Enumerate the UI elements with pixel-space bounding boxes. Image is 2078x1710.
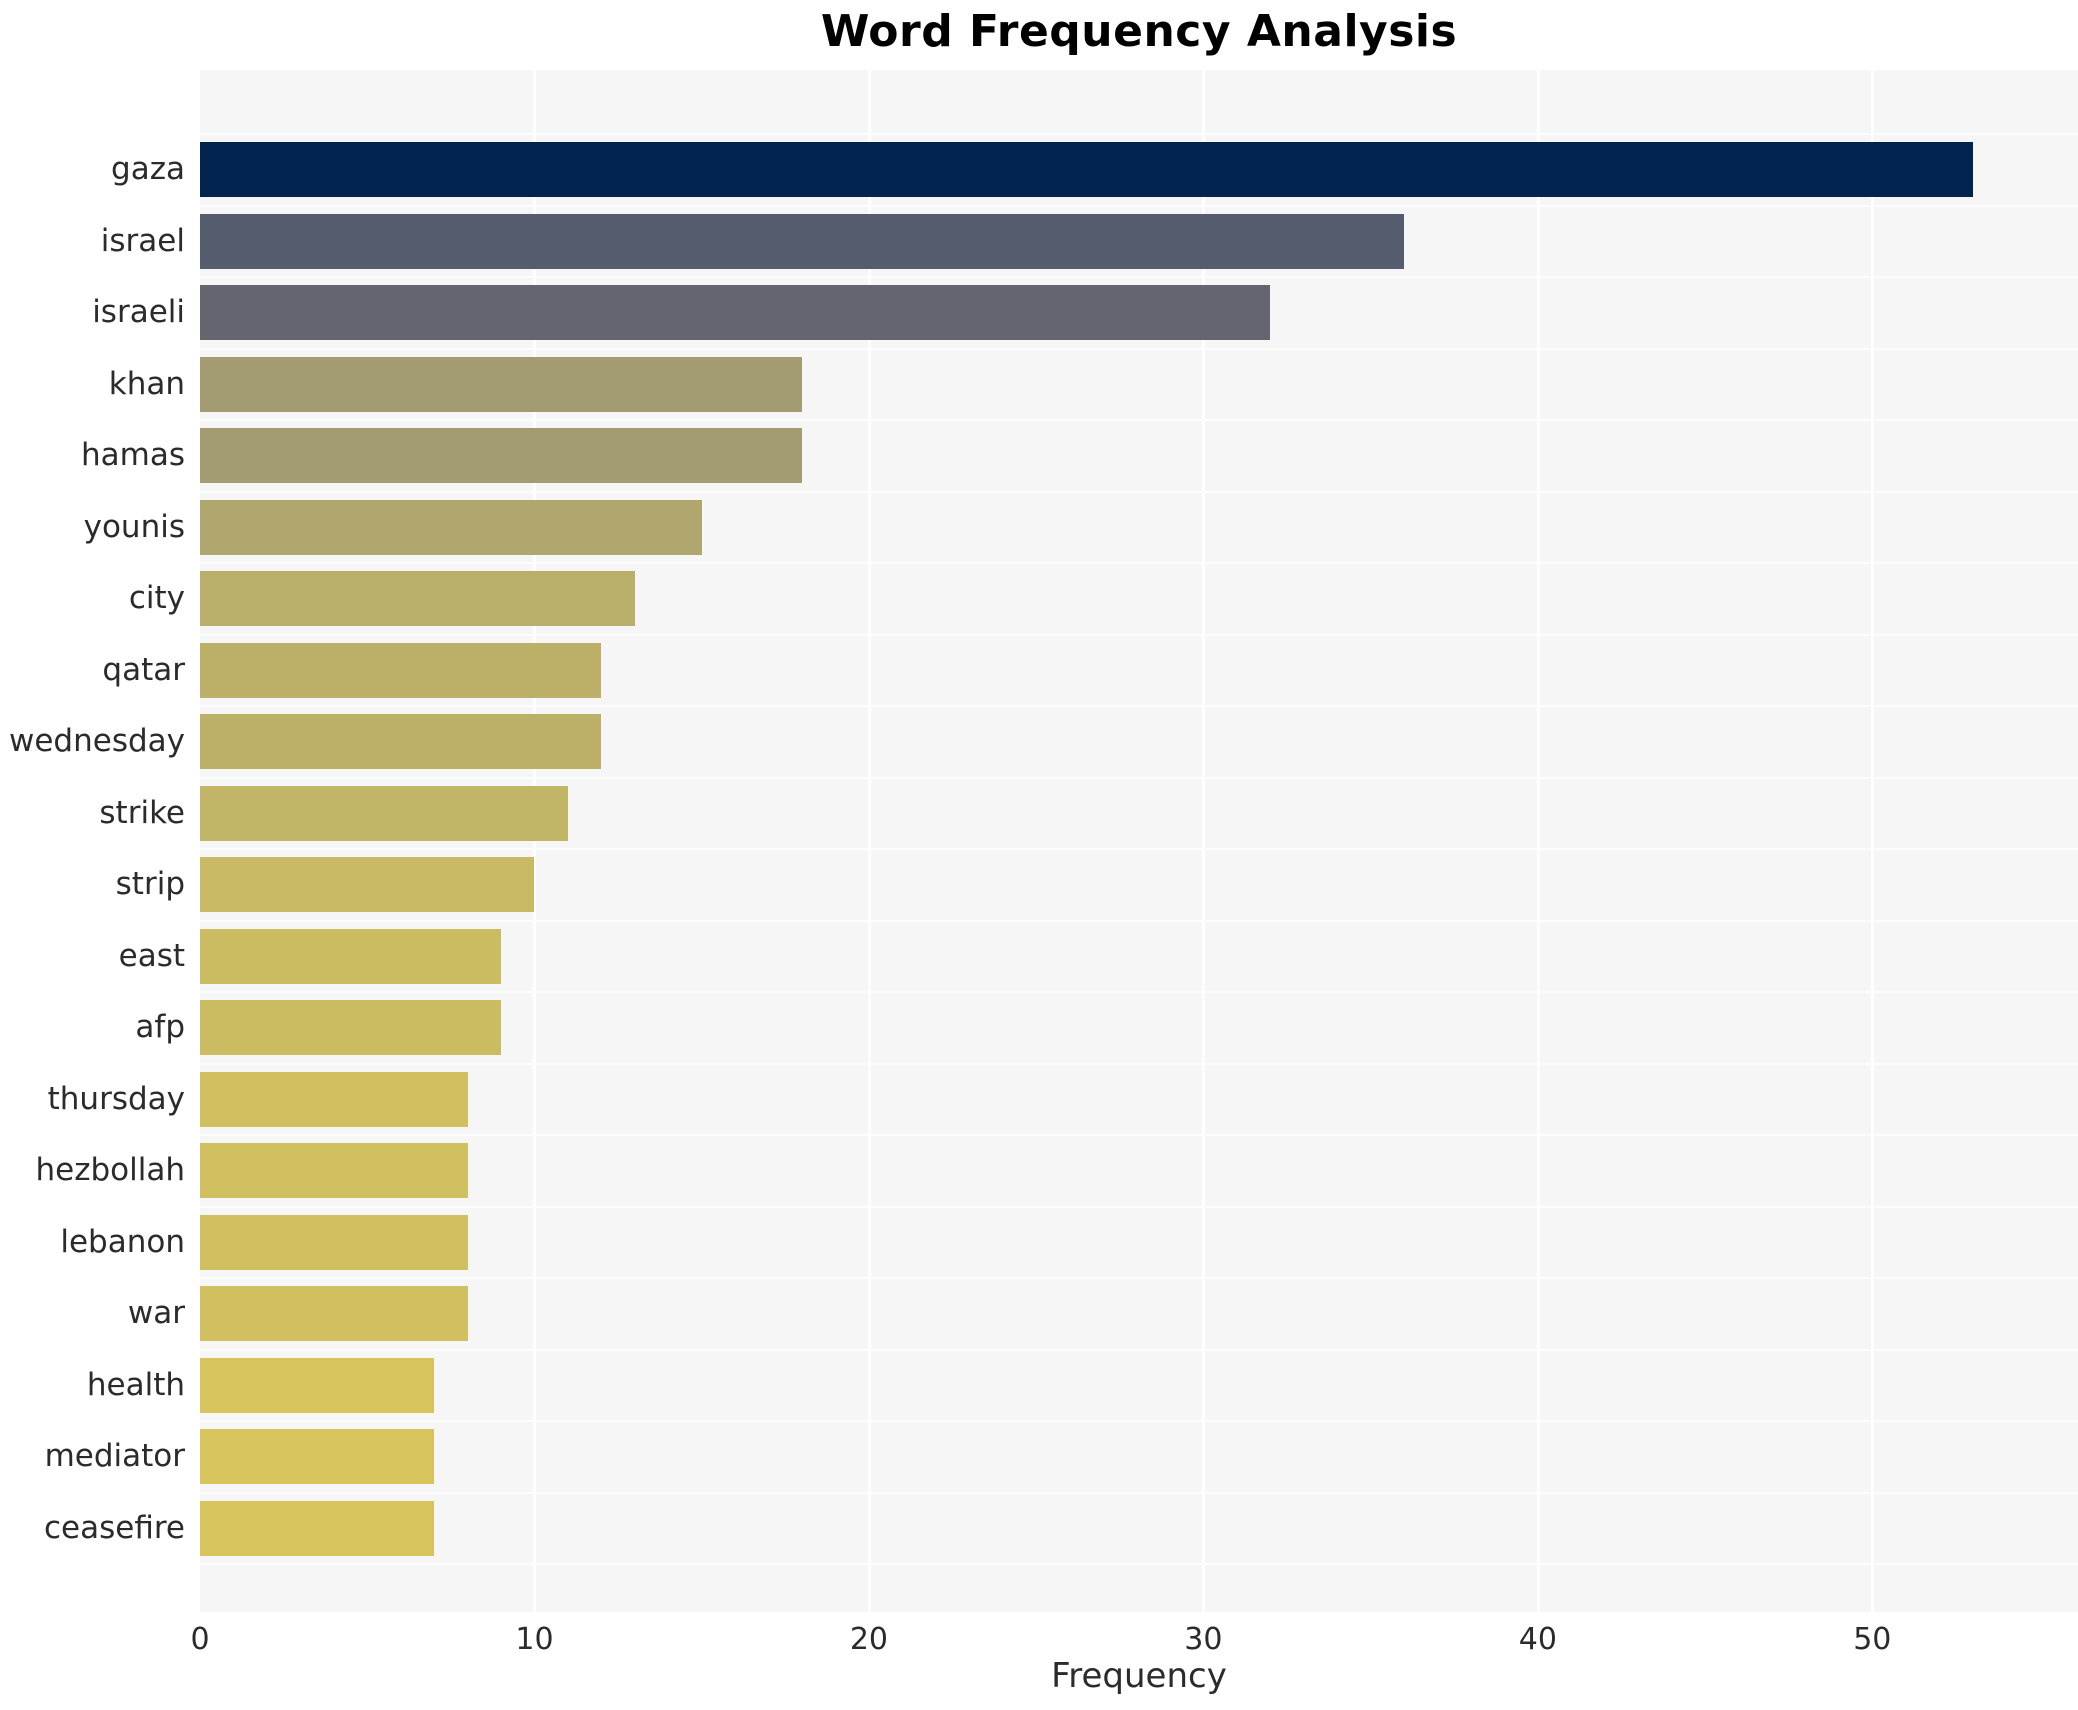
row-boundary-line [200,1348,2078,1351]
bar-strike [200,785,568,841]
row-boundary-line [200,562,2078,564]
row-boundary-line [200,276,2078,278]
bar-israel [200,213,1405,269]
x-tick-20: 20 [849,1622,889,1657]
bar-row-hamas [200,420,2078,492]
x-axis-ticks: 0 10 20 30 40 50 [0,1622,2078,1662]
x-tick-0: 0 [190,1622,210,1657]
bar-gaza [200,142,1973,198]
bar-row-afp [200,992,2078,1064]
y-label-israeli: israeli [92,294,185,330]
bar-row-lebanon [200,1207,2078,1279]
y-label-qatar: qatar [102,651,185,688]
gridline-x-10 [533,70,537,1612]
row-boundary-line [200,991,2078,993]
row-boundary-line [200,633,2078,636]
bar-younis [200,499,702,555]
y-label-ceasefire: ceasefire [44,1509,185,1546]
gridline-x-40 [1536,70,1540,1612]
row-boundary-line [200,1563,2078,1565]
row-boundary-line [200,1491,2078,1494]
bar-war [200,1286,468,1342]
bar-city [200,571,635,627]
y-label-east: east [118,937,185,974]
y-axis-labels: gaza israel israeli khan hamas younis city qata… [0,70,185,1612]
row-boundary-line [200,1420,2078,1422]
row-boundary-line [200,1062,2078,1065]
bar-row-strike [200,778,2078,850]
y-label-war: war [127,1295,185,1331]
row-boundary-line [200,419,2078,421]
bar-afp [200,1000,501,1056]
y-label-afp: afp [135,1009,185,1045]
x-axis-title: Frequency [1051,1656,1227,1696]
chart-title: Word Frequency Analysis [820,6,1458,57]
y-label-strike: strike [99,794,185,831]
plot-area [200,70,2078,1612]
bar-row-qatar [200,635,2078,707]
gridline-x-20 [867,70,871,1612]
bar-mediator [200,1429,435,1485]
bar-lebanon [200,1214,468,1270]
bar-row-younis [200,492,2078,564]
row-boundary-line [200,919,2078,922]
bar-strip [200,857,535,913]
row-boundary-line [200,848,2078,850]
gridline-x-30 [1202,70,1206,1612]
bar-row-war [200,1278,2078,1350]
bar-qatar [200,642,602,698]
y-label-younis: younis [83,508,185,545]
x-tick-50: 50 [1853,1622,1892,1657]
bar-east [200,928,501,984]
bar-row-health [200,1350,2078,1422]
row-boundary-line [200,1205,2078,1208]
y-label-hezbollah: hezbollah [35,1152,185,1188]
bar-row-israeli [200,277,2078,349]
y-label-health: health [86,1366,185,1403]
row-boundary-line [200,133,2078,135]
y-label-hamas: hamas [81,437,185,473]
row-boundary-line [200,204,2078,207]
bar-health [200,1357,435,1413]
x-tick-40: 40 [1518,1622,1557,1657]
bar-row-hezbollah [200,1135,2078,1207]
bar-row-israel [200,206,2078,278]
bar-row-city [200,563,2078,635]
bar-row-mediator [200,1421,2078,1493]
row-boundary-line [200,776,2078,779]
y-label-city: city [128,580,185,616]
y-label-wednesday: wednesday [9,723,185,759]
bar-row-gaza [200,134,2078,206]
y-label-strip: strip [115,866,185,902]
row-boundary-line [200,1277,2078,1279]
bar-row-thursday [200,1064,2078,1136]
bar-israeli [200,285,1271,341]
y-label-gaza: gaza [111,151,185,187]
y-label-lebanon: lebanon [60,1223,185,1260]
x-tick-10: 10 [515,1622,554,1657]
bar-khan [200,356,803,412]
bar-thursday [200,1071,468,1127]
y-label-mediator: mediator [44,1438,185,1474]
bar-row-strip [200,849,2078,921]
bar-hamas [200,428,803,484]
gridline-x-50 [1871,70,1875,1612]
row-boundary-line [200,1134,2078,1136]
row-boundary-line [200,705,2078,707]
bar-ceasefire [200,1500,435,1556]
bar-row-ceasefire [200,1493,2078,1565]
row-boundary-line [200,347,2078,350]
x-tick-30: 30 [1184,1622,1223,1657]
row-boundary-line [200,490,2078,493]
bar-hezbollah [200,1143,468,1199]
bar-wednesday [200,714,602,770]
bar-row-wednesday [200,706,2078,778]
y-label-israel: israel [100,222,185,259]
bar-row-east [200,921,2078,993]
y-label-thursday: thursday [47,1080,185,1117]
y-label-khan: khan [108,365,185,402]
bar-row-khan [200,349,2078,421]
